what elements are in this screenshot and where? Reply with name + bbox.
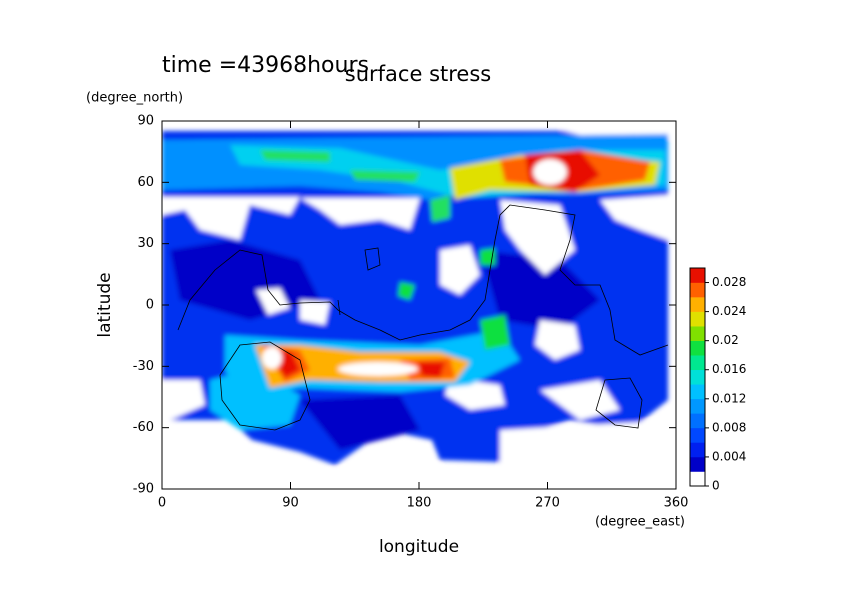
x-unit: (degree_east) <box>595 515 685 530</box>
colorbar-tick-label: 0.008 <box>712 420 746 434</box>
y-tick-label: 60 <box>137 175 154 190</box>
x-tick-label: 0 <box>158 496 166 511</box>
colorbar-tick-label: 0.024 <box>712 304 746 318</box>
y-tick-label: 30 <box>137 236 154 251</box>
colorbar-cell <box>690 384 705 400</box>
colorbar-tick-label: 0.012 <box>712 391 746 405</box>
colorbar-cell <box>690 456 705 472</box>
colorbar-tick-label: 0.004 <box>712 449 746 463</box>
colorbar-cell <box>690 413 705 429</box>
colorbar-cell <box>690 282 705 298</box>
y-tick-label: 0 <box>146 298 154 313</box>
y-unit: (degree_north) <box>86 91 183 106</box>
colorbar-cell <box>690 369 705 385</box>
chart-title: surface stress <box>345 62 491 86</box>
y-axis-label: latitude <box>95 272 115 337</box>
x-axis-label: longitude <box>379 537 459 557</box>
colorbar-cell <box>690 471 705 487</box>
colorbar-cell <box>690 340 705 356</box>
colorbar-tick-label: 0 <box>712 479 720 493</box>
x-tick-label: 270 <box>535 496 560 511</box>
colorbar-cell <box>690 355 705 371</box>
y-tick-label: -60 <box>133 420 154 435</box>
chart-subtitle: time =43968hours <box>162 53 369 78</box>
colorbar-tick-label: 0.028 <box>712 275 746 289</box>
colorbar-cell <box>690 297 705 312</box>
contour-field <box>162 125 676 489</box>
colorbar-tick-label: 0.016 <box>712 362 746 376</box>
colorbar-cell <box>690 311 705 327</box>
colorbar-cell <box>690 442 705 458</box>
colorbar-cell <box>690 326 705 341</box>
colorbar-cell <box>690 398 705 414</box>
colorbar-cell <box>690 268 705 283</box>
colorbar-frame <box>689 267 706 487</box>
y-tick-label: 90 <box>137 114 154 129</box>
x-tick-label: 90 <box>282 496 299 511</box>
y-tick-label: -30 <box>133 359 154 374</box>
colorbar-cell <box>690 427 705 443</box>
x-tick-label: 180 <box>407 496 432 511</box>
colorbar-tick-label: 0.02 <box>712 333 739 347</box>
y-tick-label: -90 <box>133 482 154 497</box>
x-tick-label: 360 <box>664 496 689 511</box>
